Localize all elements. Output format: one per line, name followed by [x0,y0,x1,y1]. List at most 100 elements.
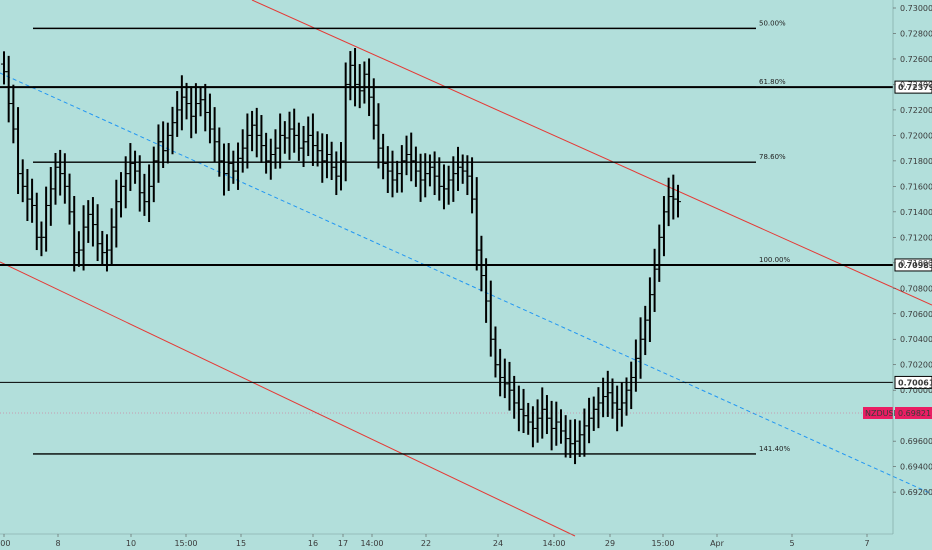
ohlc-bar [445,165,452,205]
ohlc-bar [497,348,504,397]
ohlc-bar [487,280,494,357]
ohlc-bar [670,174,677,220]
ohlc-bar [66,173,73,225]
ohlc-bar [562,415,569,458]
y-tick-label: 0.71200 [900,233,932,242]
current-price-tag-label: 0.69821 [898,409,931,418]
ohlc-bar [450,156,457,202]
y-tick-label: 0.69600 [900,437,932,446]
ohlc-bar [118,172,125,218]
x-tick-label: 15 [236,539,246,548]
ohlc-bar [164,122,171,164]
ohlc-bar [417,153,424,202]
ohlc-bar [291,108,298,153]
y-tick-label: 0.72200 [900,106,932,115]
ohlc-bar [300,125,307,167]
y-tick-label: 0.69200 [900,488,932,497]
ohlc-bar [515,385,522,432]
ohlc-bar [422,153,429,198]
ohlc-bar [113,179,120,248]
ohlc-bar [253,107,260,158]
x-tick-label: Apr [710,539,725,548]
ohlc-bar [188,86,195,139]
ohlc-bar [277,113,284,169]
ohlc-bar [525,402,532,435]
fib-level-label: 61.80% [759,78,786,86]
y-tick-label: 0.71000 [900,259,932,268]
ohlc-bar [338,142,344,191]
ohlc-bar [618,382,625,427]
ohlc-bar [178,75,185,131]
ohlc-bar [520,388,527,434]
x-tick-label: 24 [493,539,503,548]
ohlc-bar [665,177,672,227]
ohlc-bar [47,166,54,226]
ohlc-bar [235,142,242,190]
price-tag-label: 0.72379 [898,83,932,92]
ohlc-bar [609,378,616,419]
ohlc-bar [160,121,167,169]
ohlc-bar [403,135,410,176]
x-tick-label: 17 [338,539,348,548]
ohlc-bar [57,149,64,196]
x-tick-label: 10 [126,539,136,548]
ohlc-bar [586,397,593,444]
ohlc-bar [628,361,635,410]
ohlc-bar [398,145,405,193]
ohlc-bar [380,133,387,180]
ohlc-bar [557,409,564,444]
ohlc-bar [192,83,199,134]
ohlc-bar [576,420,583,457]
ohlc-bar [384,146,391,193]
x-tick-label: 15:00 [174,539,197,548]
ohlc-bar [567,419,574,458]
ohlc-bar [1,51,7,85]
ohlc-bar [211,107,218,163]
ohlc-bar [469,157,476,214]
ohlc-bar [38,221,45,257]
ohlc-bar [5,55,12,123]
ohlc-bar [183,82,190,120]
ohlc-bar [426,154,433,187]
symbol-tag-box [863,407,893,420]
ohlc-bar [33,192,40,251]
ohlc-bar [319,133,326,183]
ohlc-bar [314,131,321,167]
ohlc-bar [553,401,560,446]
y-tick-label: 0.72000 [900,131,932,140]
ohlc-bar [286,111,293,160]
ohlc-bar [637,317,644,379]
ohlc-bar [272,129,279,169]
ohlc-bar [572,419,579,465]
ohlc-bar [375,103,382,169]
ohlc-bar [455,146,462,191]
ohlc-bar [239,129,246,173]
channel-upper-line [251,0,932,306]
ohlc-bar [478,235,485,292]
ohlc-bar [220,143,227,196]
ohlc-bar [483,258,490,323]
x-tick-label: :00 [0,539,10,548]
ohlc-bar [600,377,607,418]
y-tick-label: 0.72600 [900,55,932,64]
price-tag-label: 0.70061 [898,378,932,387]
ohlc-bar [604,370,611,417]
ohlc-bar [61,153,68,204]
ohlc-bar [249,110,256,152]
y-tick-label: 0.70400 [900,335,932,344]
ohlc-bar [412,146,419,187]
x-tick-label: 14:00 [360,539,383,548]
ohlc-bar [202,83,209,132]
ohlc-bar [501,358,508,399]
ohlc-bar [267,138,274,180]
y-tick-label: 0.72400 [900,80,932,89]
ohlc-bar [356,64,363,109]
ohlc-bar [80,205,87,271]
ohlc-bar [206,93,213,144]
current-price-tag-box [895,407,932,420]
ohlc-bar [394,160,401,193]
ohlc-bar [295,122,302,161]
ohlc-bar [590,396,597,431]
ohlc-bar [347,51,354,101]
